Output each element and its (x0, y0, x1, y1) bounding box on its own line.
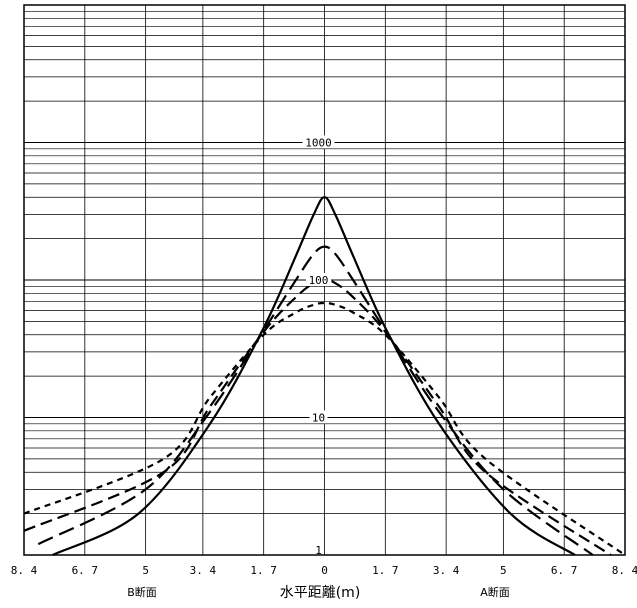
x-tick-label: 3. 4 (190, 564, 217, 577)
y-tick-label: 10 (312, 412, 325, 425)
x-tick-label: 6. 7 (72, 564, 99, 577)
y-tick-label-bg (306, 273, 331, 286)
x-tick-label: 1. 7 (372, 564, 399, 577)
y-tick-label-bg (302, 135, 335, 149)
x-tick-labels: 8. 4 6. 7 5 3. 4 1. 7 0 1. 7 3. 4 5 6. 7 8. 4 (11, 564, 637, 577)
x-tick-label: 3. 4 (433, 564, 460, 577)
y-tick-label: 1000 (305, 137, 332, 150)
x-tick-label: 0 (321, 564, 328, 577)
x-tick-label: 5 (142, 564, 149, 577)
y-tick-label: 1 (315, 544, 322, 557)
x-tick-label: 8. 4 (612, 564, 637, 577)
x-tick-label: 8. 4 (11, 564, 38, 577)
series-line-long-dash (37, 245, 594, 556)
x-tick-label: 5 (500, 564, 507, 577)
plot-frame (23, 4, 626, 556)
y-tick-label-bg (309, 410, 328, 424)
x-tick-label: 6. 7 (551, 564, 578, 577)
series-line-solid (52, 196, 576, 556)
x-axis-title: 水平距離(m) (280, 584, 361, 601)
section-label-left: B断面 (127, 585, 157, 599)
y-tick-label: 100 (309, 274, 329, 287)
section-label-right: A断面 (480, 585, 510, 599)
y-tick-labels: 1 10 100 1000 (302, 135, 335, 557)
x-tick-label: 1. 7 (250, 564, 277, 577)
